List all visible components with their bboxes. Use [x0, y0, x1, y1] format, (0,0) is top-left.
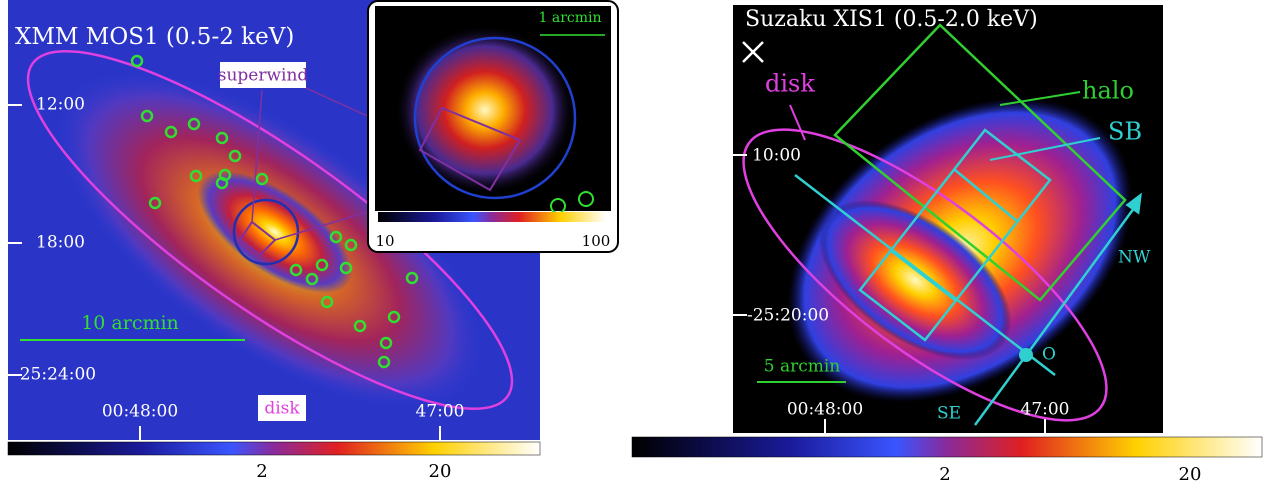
nw-label: NW	[1118, 248, 1151, 268]
dec-tick-label: -25:20:00	[747, 306, 829, 326]
halo-label: halo	[1082, 77, 1134, 105]
sb-label: SB	[1108, 118, 1142, 146]
colorbar-tick-label: 20	[1179, 464, 1202, 485]
inset-colorbar-tick-label: 10	[375, 232, 394, 250]
origin-point	[1019, 348, 1033, 362]
colorbar-tick-label: 2	[256, 461, 267, 482]
colorbar	[8, 442, 540, 455]
disk-label: disk	[264, 399, 300, 419]
dec-tick-label: 18:00	[36, 233, 85, 253]
scale-label: 5 arcmin	[764, 357, 841, 377]
ra-tick-label: 47:00	[1021, 400, 1070, 420]
ra-tick-label: 47:00	[416, 402, 465, 422]
right-title: Suzaku XIS1 (0.5-2.0 keV)	[745, 7, 1038, 32]
inset-colorbar	[378, 212, 606, 222]
dec-tick-label: -25:24:00	[14, 365, 96, 385]
ra-tick-label: 00:48:00	[787, 400, 863, 420]
dec-tick-label: 12:00	[36, 95, 85, 115]
right-panel: Suzaku XIS1 (0.5-2.0 keV) disk halo SB N…	[632, 5, 1262, 485]
inset-emission	[395, 25, 575, 195]
colorbar-tick-label: 20	[429, 461, 452, 482]
scale-label: 10 arcmin	[81, 312, 179, 334]
dec-tick-label: 10:00	[752, 146, 801, 166]
left-panel: XMM MOS1 (0.5-2 keV) 12:00 18:00 -25:24:…	[0, 0, 618, 482]
disk-label: disk	[765, 70, 815, 98]
inset-scale-label: 1 arcmin	[538, 10, 601, 26]
colorbar-tick-label: 2	[939, 464, 950, 485]
left-title: XMM MOS1 (0.5-2 keV)	[15, 24, 294, 50]
superwind-label: superwind	[218, 66, 309, 86]
colorbar	[632, 437, 1262, 457]
ra-tick-label: 00:48:00	[102, 402, 178, 422]
inset-colorbar-tick-label: 100	[582, 232, 611, 250]
o-label: O	[1042, 345, 1056, 365]
figure: XMM MOS1 (0.5-2 keV) 12:00 18:00 -25:24:…	[0, 0, 1270, 487]
se-label: SE	[937, 404, 961, 424]
